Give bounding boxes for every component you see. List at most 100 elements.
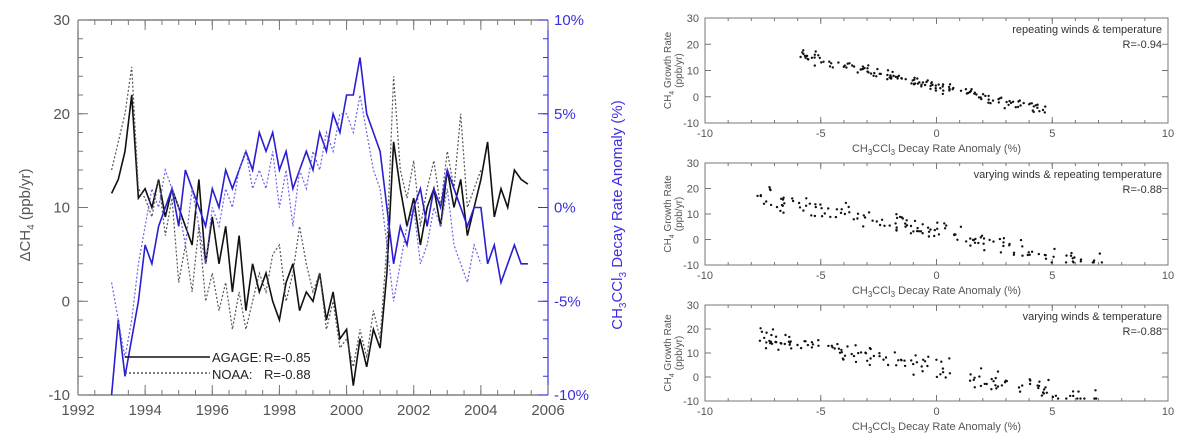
x-label-part: CCl (872, 421, 890, 433)
scatter-point (894, 222, 897, 225)
scatter-point (828, 65, 832, 68)
y2-label-part-3: 3 (618, 272, 629, 278)
scatter-point (964, 88, 968, 91)
scatter-point (951, 88, 954, 91)
scatter-point (859, 351, 863, 354)
scatter-point (926, 364, 929, 368)
y-tick-label: 0 (693, 372, 699, 384)
scatter-point (1051, 395, 1055, 399)
scatter-point (1019, 238, 1023, 242)
scatter-point (827, 344, 830, 348)
scatter-point (843, 354, 847, 357)
scatter-point (941, 371, 945, 374)
scatter-point (802, 209, 805, 212)
x-tick-label: 2006 (531, 402, 564, 419)
scatter-point (1052, 255, 1055, 258)
scatter-point (780, 342, 783, 345)
scatter-point (909, 232, 913, 235)
scatter-point (810, 56, 814, 59)
x-tick-label: -5 (816, 270, 826, 282)
scatter-point (1018, 390, 1022, 393)
scatter-point (1093, 397, 1096, 400)
x-tick-label: 0 (933, 406, 939, 418)
scatter-point (848, 211, 851, 214)
scatter-point (1014, 106, 1017, 109)
x-tick-label: -10 (697, 270, 713, 282)
scatter-point (1047, 378, 1050, 382)
scatter-point (913, 78, 916, 81)
scatter-point (895, 216, 899, 220)
scatter-point (784, 333, 787, 337)
scatter-point (888, 76, 891, 79)
scatter-point (813, 214, 817, 218)
legend: AGAGE: R=-0.85 NOAA: R=-0.88 (125, 350, 311, 382)
y-tick-label: 0 (62, 293, 70, 310)
scatter-point (770, 342, 774, 345)
scatter-point (927, 355, 930, 358)
scatter-point (762, 202, 766, 205)
x-axis-label: CH3CCl3 Decay Rate Anomaly (%) (852, 285, 1021, 299)
scatter-point (1037, 252, 1041, 256)
y-axis-label-right: CH3CCl3 Decay Rate Anomaly (%) (609, 100, 629, 330)
scatter-point (1030, 250, 1034, 253)
scatter-point (1000, 384, 1004, 387)
scatter-point (814, 205, 817, 209)
scatter-point (880, 218, 884, 221)
scatter-point (1004, 379, 1007, 382)
scatter-point (886, 69, 890, 72)
scatter-point (820, 207, 823, 210)
scatter-point (864, 352, 868, 355)
scatter-point (893, 351, 896, 354)
y-axis-label: CH4 Growth Rate (663, 314, 676, 392)
scatter-point (861, 65, 865, 68)
scatter-point (848, 62, 851, 65)
scatter-point (1079, 397, 1082, 400)
scatter-point (936, 227, 939, 230)
scatter-point (998, 237, 1002, 241)
scatter-point (913, 82, 916, 85)
scatter-point (996, 370, 1000, 373)
x-tick-label: 1992 (61, 402, 94, 419)
legend-label-agage: AGAGE: (212, 350, 262, 365)
y-tick-label: 20 (53, 106, 70, 123)
x-label-part: CH (852, 285, 868, 297)
scatter-point (799, 346, 803, 350)
scatter-point (990, 377, 993, 381)
scatter-point (897, 74, 901, 78)
y-label-part: 4 (669, 91, 676, 95)
y-axis-label-unit: (ppb/yr) (674, 336, 685, 370)
scatter-point (796, 343, 799, 347)
scatter-point (920, 83, 923, 86)
scatter-point (1077, 390, 1080, 393)
scatter-point (1044, 254, 1047, 257)
scatter-point (866, 359, 869, 362)
scatter-point (1017, 100, 1020, 103)
scatter-point (977, 241, 980, 245)
scatter-point (1070, 251, 1073, 255)
scatter-point (942, 89, 945, 92)
scatter-point (1030, 102, 1034, 105)
scatter-point (878, 355, 881, 358)
scatter-point (872, 354, 876, 358)
scatter-point (872, 74, 875, 78)
y-tick-label: 30 (53, 12, 70, 29)
panel-correlation: R=-0.88 (1123, 326, 1162, 338)
scatter-point (819, 203, 822, 206)
scatter-point (959, 89, 963, 93)
scatter-point (919, 230, 923, 233)
scatter-point (937, 233, 941, 236)
scatter-point (810, 341, 814, 344)
scatter-point (884, 356, 888, 359)
scatter-point (1043, 111, 1047, 114)
scatter-point (913, 76, 916, 80)
scatter-point (987, 94, 990, 98)
y-label-part: 4 (669, 234, 676, 238)
series-line-0 (110, 94, 529, 386)
scatter-point (1083, 397, 1086, 400)
scatter-point (1011, 100, 1015, 104)
scatter-point (1036, 384, 1039, 387)
scatter-point (882, 358, 885, 361)
scatter-point (788, 335, 791, 339)
scatter-point (935, 375, 939, 379)
